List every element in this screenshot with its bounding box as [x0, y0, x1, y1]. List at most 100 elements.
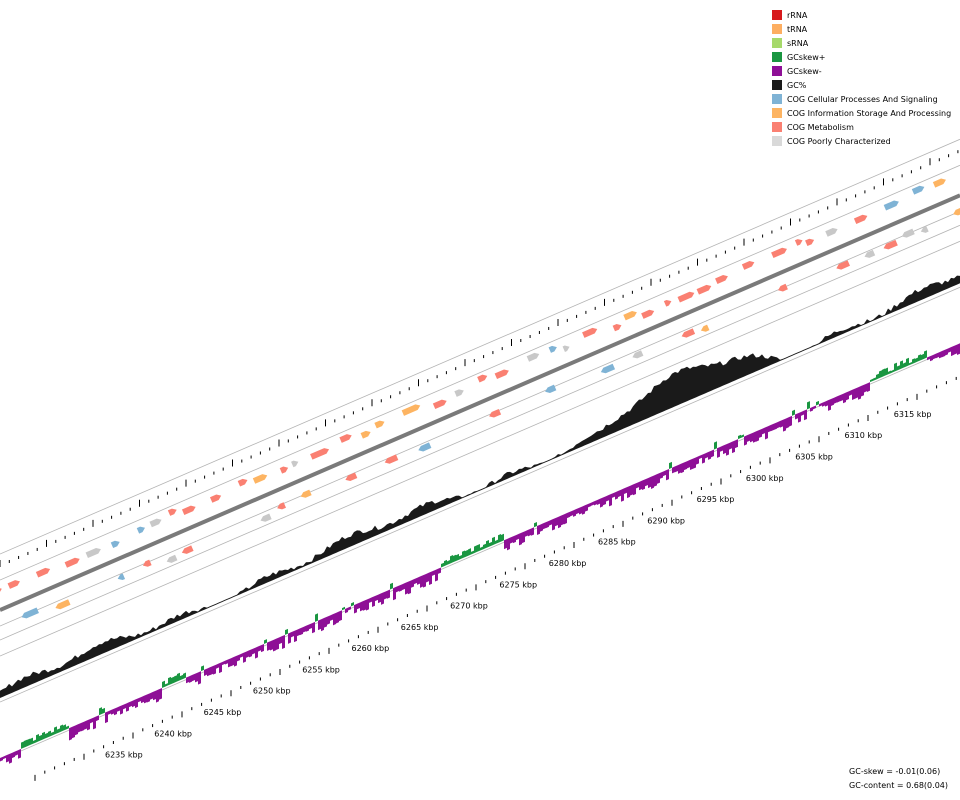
gc-skew-negative: [570, 510, 573, 516]
gc-skew-negative: [675, 465, 678, 472]
gc-skew-negative: [840, 394, 843, 402]
cds-feature: [210, 493, 222, 503]
gc-skew-negative: [0, 757, 3, 762]
cds-feature: [680, 328, 695, 339]
gc-skew-negative: [606, 495, 609, 502]
gc-skew-negative: [369, 597, 372, 603]
legend-item-cog-metabolism: COG Metabolism: [772, 120, 951, 134]
gc-skew-negative: [321, 618, 324, 631]
gc-skew-negative: [234, 656, 237, 667]
legend-label: tRNA: [787, 25, 807, 34]
gc-skew-negative: [105, 711, 108, 723]
gc-skew-negative: [516, 534, 519, 540]
gc-skew-positive: [879, 370, 882, 378]
cds-feature: [678, 290, 696, 302]
gc-skew-negative: [132, 700, 135, 708]
gc-skew-negative: [687, 460, 690, 468]
gc-skew-negative: [198, 671, 201, 684]
gc-skew-negative: [252, 648, 255, 655]
gc-skew-negative: [858, 386, 861, 400]
gc-skew-negative: [828, 399, 831, 411]
gc-skew-negative: [579, 507, 582, 515]
gc-skew-negative: [603, 496, 606, 505]
gc-skew-positive: [921, 354, 924, 360]
gc-skew-negative: [804, 409, 807, 420]
cds-feature: [182, 504, 197, 515]
gc-skew-positive: [315, 613, 318, 622]
gc-skew-negative: [354, 604, 357, 614]
gc-skew-positive: [888, 371, 891, 375]
gc-skew-negative: [765, 426, 768, 439]
legend-swatch: [772, 80, 782, 90]
gc-skew-positive: [534, 522, 537, 527]
gc-skew-positive: [99, 707, 102, 715]
gc-skew-negative: [588, 503, 591, 508]
gc-skew-negative: [207, 667, 210, 676]
gc-skew-negative: [333, 613, 336, 625]
gc-skew-negative: [144, 694, 147, 703]
gc-skew-negative: [705, 452, 708, 458]
gc-skew-positive: [900, 360, 903, 369]
gc-skew-negative: [522, 531, 525, 543]
gc-skew-positive: [480, 547, 483, 551]
cds-feature: [238, 477, 249, 486]
gc-skew-positive: [63, 724, 66, 731]
tick-label: 6285 kbp: [598, 538, 636, 547]
gc-skew-negative: [540, 523, 543, 531]
gc-skew-positive: [60, 725, 63, 733]
gc-skew-positive: [474, 545, 477, 553]
gc-skew-negative: [951, 346, 954, 356]
guide-line: [0, 139, 960, 554]
gc-skew-negative: [72, 726, 75, 739]
legend-swatch: [772, 38, 782, 48]
gc-skew-negative: [231, 657, 234, 666]
gc-skew-negative: [255, 647, 258, 659]
legend-swatch: [772, 108, 782, 118]
gc-skew-negative: [567, 512, 570, 518]
gc-skew-positive: [54, 726, 57, 734]
gc-skew-negative: [87, 719, 90, 730]
gc-skew-positive: [495, 540, 498, 544]
gc-skew-negative: [561, 514, 564, 525]
gc-skew-negative: [84, 720, 87, 729]
legend-label: GCskew-: [787, 67, 822, 76]
gc-skew-negative: [531, 527, 534, 535]
gc-skew-negative: [630, 485, 633, 496]
gc-skew-negative: [222, 661, 225, 665]
gc-skew-negative: [699, 455, 702, 459]
gc-skew-negative: [324, 617, 327, 628]
gc-skew-negative: [129, 701, 132, 707]
gc-skew-negative: [651, 475, 654, 489]
gc-skew-negative: [432, 570, 435, 576]
gc-skew-positive: [30, 738, 33, 745]
gc-skew-positive: [165, 683, 168, 687]
gc-skew-negative: [942, 350, 945, 358]
gc-skew-positive: [57, 728, 60, 733]
gc-skew-positive: [285, 629, 288, 635]
gc-skew-negative: [648, 477, 651, 488]
cds-feature: [700, 325, 710, 334]
gc-skew-negative: [846, 391, 849, 400]
gc-skew-negative: [609, 494, 612, 507]
gc-skew-negative: [267, 641, 270, 651]
gc-skew-negative: [849, 390, 852, 396]
gc-skew-negative: [384, 591, 387, 600]
tick-label: 6250 kbp: [253, 687, 291, 696]
legend-item-cog-cellular: COG Cellular Processes And Signaling: [772, 92, 951, 106]
tick-label: 6260 kbp: [352, 644, 390, 653]
gc-skew-positive: [885, 368, 888, 376]
gc-skew-negative: [510, 536, 513, 543]
legend-swatch: [772, 66, 782, 76]
gc-skew-negative: [90, 718, 93, 724]
gc-skew-positive: [453, 555, 456, 563]
gc-skew-negative: [378, 593, 381, 603]
gc-skew-negative: [822, 402, 825, 407]
tick-label: 6300 kbp: [746, 474, 784, 483]
gc-skew-negative: [642, 479, 645, 490]
cds-feature: [454, 388, 465, 397]
gc-skew-positive: [171, 677, 174, 684]
gc-skew-positive: [465, 550, 468, 557]
guide-line: [0, 165, 960, 580]
gc-skew-positive: [33, 740, 36, 744]
legend-item-rrna: rRNA: [772, 8, 951, 22]
